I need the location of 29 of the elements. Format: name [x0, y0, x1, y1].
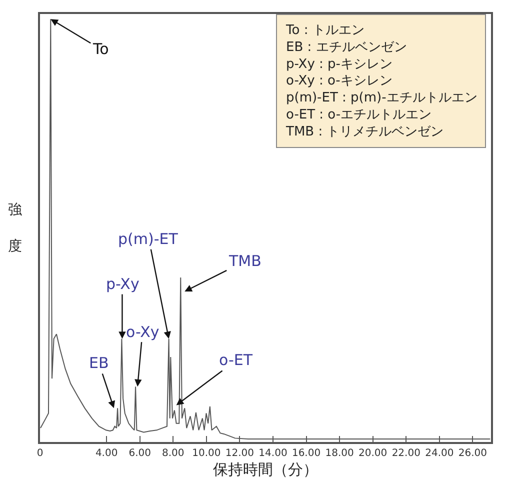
- annotation: p-Xy: [106, 275, 140, 293]
- annotation: p-Xy : p-キシレン: [286, 56, 392, 72]
- x-tick-label: 4.00: [95, 448, 118, 459]
- x-tick-label: 6.00: [128, 448, 151, 459]
- annotation: To : トルエン: [285, 23, 364, 38]
- x-tick-label: 16.00: [292, 448, 321, 459]
- annotation: o-ET: [219, 351, 254, 369]
- x-tick-label: 10.00: [192, 448, 221, 459]
- annotation: EB: [89, 354, 109, 372]
- annotation: p(m)-ET: [118, 230, 179, 248]
- annotation: TMB : トリメチルベンゼン: [285, 124, 444, 140]
- x-tick-label: 26.00: [458, 448, 488, 459]
- annotation: TMB: [228, 252, 262, 270]
- annotation: To: [92, 40, 109, 58]
- x-tick-label: 12.00: [225, 448, 254, 459]
- x-tick-label: 22.00: [392, 448, 420, 459]
- annotation: o-Xy : o-キシレン: [286, 74, 392, 89]
- annotation: o-Xy: [126, 323, 160, 341]
- annotation: EB : エチルベンゼン: [286, 40, 407, 55]
- x-tick-label: 24.00: [425, 448, 454, 459]
- x-tick-label: 14.00: [258, 448, 288, 459]
- x-tick-label: 20.00: [358, 448, 388, 459]
- x-axis-title: 保持時間（分）: [213, 460, 318, 478]
- x-tick-label: 0: [36, 448, 44, 459]
- x-tick-label: 8.00: [162, 448, 184, 459]
- annotation: o-ET : o-エチルトルエン: [286, 108, 432, 122]
- text: 強度: [8, 202, 22, 254]
- x-tick-label: 18.00: [325, 448, 354, 459]
- annotation: p(m)-ET : p(m)-エチルトルエン: [286, 90, 478, 106]
